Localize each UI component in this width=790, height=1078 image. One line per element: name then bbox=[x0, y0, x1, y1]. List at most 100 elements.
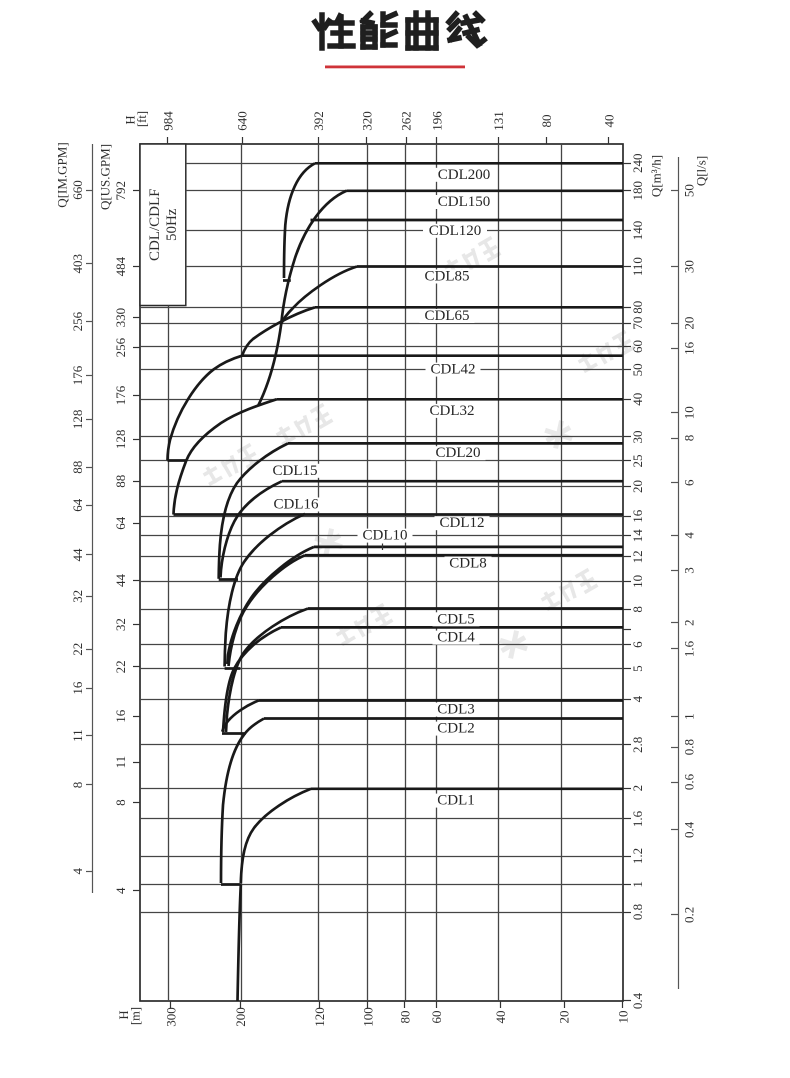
svg-text:64: 64 bbox=[70, 498, 85, 512]
svg-text:44: 44 bbox=[70, 548, 85, 562]
svg-text:20: 20 bbox=[630, 480, 645, 493]
svg-text:2: 2 bbox=[682, 620, 697, 627]
svg-text:CDL20: CDL20 bbox=[436, 445, 481, 461]
svg-text:200: 200 bbox=[233, 1007, 248, 1027]
svg-text:[m]: [m] bbox=[129, 1007, 143, 1025]
svg-text:1.6: 1.6 bbox=[682, 640, 697, 657]
svg-text:5: 5 bbox=[630, 665, 645, 672]
svg-text:32: 32 bbox=[70, 590, 85, 603]
svg-text:14: 14 bbox=[630, 529, 645, 543]
svg-text:32: 32 bbox=[113, 618, 128, 631]
svg-text:CDL42: CDL42 bbox=[431, 362, 476, 378]
svg-text:984: 984 bbox=[160, 111, 175, 131]
svg-text:180: 180 bbox=[630, 181, 645, 201]
svg-text:12: 12 bbox=[630, 550, 645, 563]
svg-text:8: 8 bbox=[682, 435, 697, 442]
svg-text:16: 16 bbox=[70, 681, 85, 695]
svg-text:CDL10: CDL10 bbox=[363, 528, 408, 544]
svg-text:20: 20 bbox=[682, 317, 697, 330]
svg-text:10: 10 bbox=[630, 575, 645, 588]
svg-text:88: 88 bbox=[70, 461, 85, 474]
svg-text:10: 10 bbox=[616, 1011, 631, 1024]
svg-text:80: 80 bbox=[397, 1011, 412, 1024]
svg-text:320: 320 bbox=[359, 111, 374, 131]
svg-text:64: 64 bbox=[113, 516, 128, 530]
svg-text:CDL4: CDL4 bbox=[437, 630, 475, 646]
svg-text:11: 11 bbox=[113, 756, 128, 769]
svg-text:16: 16 bbox=[682, 341, 697, 355]
svg-text:660: 660 bbox=[70, 180, 85, 200]
svg-text:0.4: 0.4 bbox=[682, 821, 697, 838]
svg-text:131: 131 bbox=[491, 111, 506, 131]
svg-text:6: 6 bbox=[682, 479, 697, 486]
svg-text:4: 4 bbox=[682, 532, 697, 539]
svg-text:640: 640 bbox=[235, 111, 250, 131]
svg-text:256: 256 bbox=[113, 337, 128, 357]
svg-text:88: 88 bbox=[113, 475, 128, 488]
svg-text:20: 20 bbox=[557, 1011, 572, 1024]
svg-text:2: 2 bbox=[630, 785, 645, 792]
svg-text:CDL85: CDL85 bbox=[425, 269, 470, 285]
svg-text:50: 50 bbox=[682, 184, 697, 197]
svg-text:70: 70 bbox=[630, 317, 645, 330]
svg-text:11: 11 bbox=[70, 729, 85, 742]
svg-text:CDL8: CDL8 bbox=[449, 556, 487, 572]
svg-text:1.2: 1.2 bbox=[630, 848, 645, 864]
svg-text:6: 6 bbox=[630, 641, 645, 648]
svg-text:256: 256 bbox=[70, 311, 85, 331]
svg-text:4: 4 bbox=[70, 868, 85, 875]
svg-text:110: 110 bbox=[630, 257, 645, 276]
svg-text:16: 16 bbox=[113, 709, 128, 723]
svg-text:262: 262 bbox=[399, 111, 414, 131]
svg-text:CDL120: CDL120 bbox=[429, 223, 482, 239]
svg-text:CDL2: CDL2 bbox=[437, 721, 475, 737]
svg-text:128: 128 bbox=[113, 430, 128, 450]
svg-text:50Hz: 50Hz bbox=[164, 208, 180, 241]
svg-text:330: 330 bbox=[113, 308, 128, 328]
svg-text:8: 8 bbox=[113, 799, 128, 806]
svg-text:1: 1 bbox=[630, 881, 645, 888]
svg-text:2.8: 2.8 bbox=[630, 737, 645, 753]
svg-text:10: 10 bbox=[682, 406, 697, 419]
svg-text:176: 176 bbox=[70, 365, 85, 385]
svg-text:22: 22 bbox=[113, 660, 128, 673]
svg-text:H: H bbox=[124, 115, 138, 124]
svg-text:128: 128 bbox=[70, 410, 85, 430]
svg-text:1.6: 1.6 bbox=[630, 810, 645, 827]
svg-text:CDL/CDLF: CDL/CDLF bbox=[147, 189, 163, 262]
svg-text:100: 100 bbox=[360, 1007, 375, 1027]
svg-text:392: 392 bbox=[311, 111, 326, 131]
svg-text:8: 8 bbox=[70, 782, 85, 789]
svg-text:3: 3 bbox=[682, 567, 697, 574]
svg-text:CDL200: CDL200 bbox=[438, 167, 491, 183]
svg-text:Q[l/s]: Q[l/s] bbox=[694, 156, 709, 186]
svg-text:80: 80 bbox=[630, 301, 645, 314]
svg-text:0.8: 0.8 bbox=[682, 739, 697, 755]
svg-text:44: 44 bbox=[113, 574, 128, 588]
svg-text:CDL150: CDL150 bbox=[438, 194, 491, 210]
svg-text:40: 40 bbox=[602, 115, 617, 128]
svg-text:CDL3: CDL3 bbox=[437, 702, 475, 718]
svg-text:140: 140 bbox=[630, 221, 645, 241]
svg-text:40: 40 bbox=[493, 1011, 508, 1024]
svg-text:1: 1 bbox=[682, 713, 697, 720]
svg-text:80: 80 bbox=[539, 115, 554, 128]
svg-text:Q[US.GPM]: Q[US.GPM] bbox=[98, 144, 113, 210]
svg-text:CDL32: CDL32 bbox=[430, 403, 475, 419]
svg-text:4: 4 bbox=[113, 887, 128, 894]
svg-text:CDL16: CDL16 bbox=[274, 497, 320, 513]
svg-text:30: 30 bbox=[682, 260, 697, 273]
svg-text:300: 300 bbox=[163, 1007, 178, 1027]
svg-text:792: 792 bbox=[113, 181, 128, 201]
svg-text:484: 484 bbox=[113, 256, 128, 276]
svg-text:0.2: 0.2 bbox=[682, 907, 697, 923]
svg-text:22: 22 bbox=[70, 643, 85, 656]
svg-text:H: H bbox=[117, 1010, 131, 1019]
svg-text:[ft]: [ft] bbox=[135, 111, 149, 127]
svg-text:240: 240 bbox=[630, 154, 645, 174]
svg-text:CDL15: CDL15 bbox=[273, 463, 318, 479]
svg-text:0.6: 0.6 bbox=[682, 773, 697, 790]
svg-text:0.8: 0.8 bbox=[630, 904, 645, 920]
svg-text:40: 40 bbox=[630, 393, 645, 406]
svg-text:60: 60 bbox=[630, 340, 645, 353]
